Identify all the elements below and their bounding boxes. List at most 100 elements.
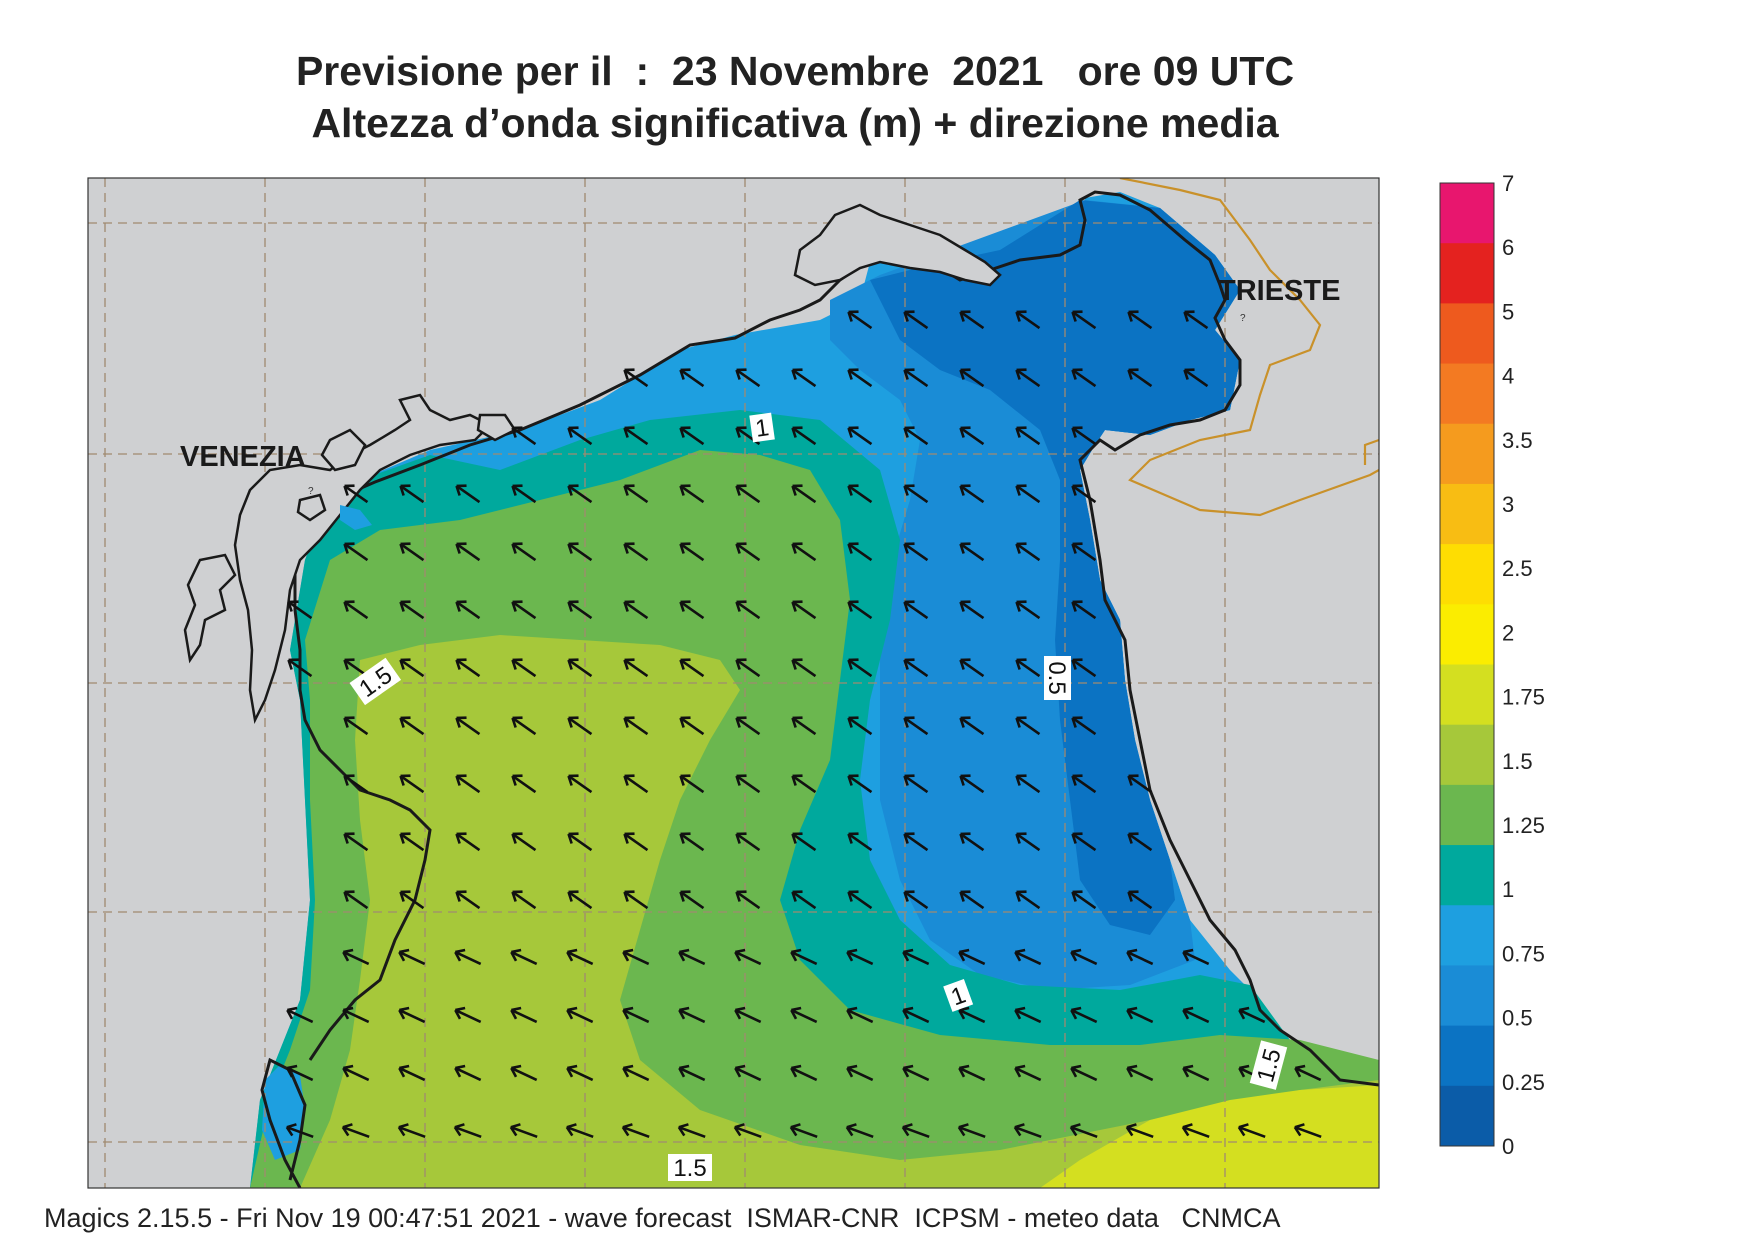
wave-direction-arrow xyxy=(455,716,481,736)
wave-direction-arrow xyxy=(735,368,761,388)
wave-direction-arrow xyxy=(453,1123,482,1139)
wave-direction-arrow xyxy=(678,1006,706,1024)
wave-direction-arrow xyxy=(1237,1123,1266,1139)
wave-direction-arrow xyxy=(1014,1006,1042,1024)
wave-direction-arrow xyxy=(455,484,481,504)
wave-direction-arrow xyxy=(1071,658,1097,678)
wave-direction-arrow xyxy=(1015,542,1041,562)
wave-direction-arrow xyxy=(679,774,705,794)
contour-label: 1.5 xyxy=(668,1154,712,1182)
legend-tick-label: 1 xyxy=(1502,877,1514,902)
wave-direction-arrow xyxy=(623,426,649,446)
wave-direction-arrow xyxy=(735,484,761,504)
wave-direction-arrow xyxy=(959,310,985,330)
wave-direction-arrow xyxy=(511,832,537,852)
wave-direction-arrow xyxy=(903,716,929,736)
wave-direction-arrow xyxy=(847,600,873,620)
wave-direction-arrow xyxy=(679,832,705,852)
wave-direction-arrow xyxy=(343,484,369,504)
legend-tick-label: 3 xyxy=(1502,492,1514,517)
legend-tick-label: 2.5 xyxy=(1502,556,1533,581)
wave-direction-arrow xyxy=(791,426,817,446)
wave-direction-arrow xyxy=(903,484,929,504)
wave-direction-arrow xyxy=(735,832,761,852)
legend-tick-label: 1.25 xyxy=(1502,813,1545,838)
wave-direction-arrow xyxy=(847,658,873,678)
venice-lagoon-water xyxy=(340,505,372,530)
legend-tick-label: 6 xyxy=(1502,235,1514,260)
wave-direction-arrow xyxy=(1015,600,1041,620)
svg-text:0.5: 0.5 xyxy=(1043,661,1070,694)
forecast-subtitle: Altezza d’onda significativa (m) + direz… xyxy=(311,100,1279,146)
wave-direction-arrow xyxy=(902,1006,930,1024)
wave-direction-arrow xyxy=(958,948,986,966)
wave-direction-arrow xyxy=(397,1123,426,1139)
wave-direction-arrow xyxy=(1070,1064,1098,1082)
legend-swatch xyxy=(1440,845,1494,906)
wave-direction-arrow xyxy=(623,716,649,736)
wave-direction-arrow xyxy=(342,1064,370,1082)
wave-direction-arrow xyxy=(679,658,705,678)
wave-direction-arrow xyxy=(399,832,425,852)
graticule xyxy=(88,178,1379,1188)
wave-direction-arrow xyxy=(733,1123,762,1139)
svg-text:1.5: 1.5 xyxy=(673,1155,706,1182)
svg-text:1: 1 xyxy=(754,414,771,443)
wave-direction-arrow xyxy=(1294,1064,1322,1082)
wave-direction-arrow xyxy=(455,658,481,678)
legend-swatch xyxy=(1440,243,1494,304)
wave-direction-arrow xyxy=(343,774,369,794)
wave-direction-arrow xyxy=(847,368,873,388)
legend-swatch xyxy=(1440,724,1494,786)
wave-direction-arrow xyxy=(399,542,425,562)
grado-lagoon xyxy=(793,203,1002,287)
wave-direction-arrow xyxy=(623,658,649,678)
legend-tick-label: 0.25 xyxy=(1502,1070,1545,1095)
wave-direction-arrow xyxy=(959,426,985,446)
wave-direction-arrow xyxy=(791,368,817,388)
wave-direction-arrow xyxy=(1015,890,1041,910)
wave-direction-arrow xyxy=(1015,658,1041,678)
wave-direction-arrow xyxy=(903,426,929,446)
wave-direction-arrow xyxy=(511,658,537,678)
wave-direction-arrow xyxy=(958,1064,986,1082)
legend-swatch xyxy=(1440,965,1494,1027)
wave-direction-arrow xyxy=(1015,368,1041,388)
wave-direction-arrow xyxy=(567,658,593,678)
wave-direction-arrow xyxy=(342,1006,370,1024)
wave-direction-arrow xyxy=(622,1064,650,1082)
wave-direction-arrow xyxy=(1125,1123,1154,1139)
wave-direction-arrow xyxy=(567,832,593,852)
wave-direction-arrow xyxy=(1071,426,1097,446)
wave-direction-arrow xyxy=(623,542,649,562)
wave-direction-arrow xyxy=(342,948,370,966)
wave-direction-arrow xyxy=(511,600,537,620)
wave-direction-arrow xyxy=(735,542,761,562)
wave-direction-arrow xyxy=(455,542,481,562)
wave-direction-arrow xyxy=(343,716,369,736)
wave-direction-arrow xyxy=(567,542,593,562)
wave-direction-arrow xyxy=(791,658,817,678)
legend-tick-label: 3.5 xyxy=(1502,428,1533,453)
wave-direction-arrow xyxy=(510,1064,538,1082)
wave-direction-arrow xyxy=(623,774,649,794)
wave-direction-arrow xyxy=(791,832,817,852)
wave-direction-arrow xyxy=(679,542,705,562)
wave-direction-arrow xyxy=(959,774,985,794)
legend-tick-label: 7 xyxy=(1502,171,1514,196)
wave-direction-arrow xyxy=(959,658,985,678)
legend-swatch xyxy=(1440,1085,1494,1147)
wave-direction-arrow xyxy=(679,368,705,388)
wave-direction-arrow xyxy=(399,774,425,794)
wave-direction-arrow xyxy=(454,1064,482,1082)
wave-direction-arrow xyxy=(791,716,817,736)
wave-direction-arrow xyxy=(1071,832,1097,852)
wave-direction-arrow xyxy=(287,658,313,678)
wave-direction-arrow xyxy=(455,890,481,910)
national-border xyxy=(1119,178,1379,517)
wave-direction-arrow xyxy=(791,484,817,504)
lagoon-south xyxy=(262,1065,305,1160)
wave-direction-arrow xyxy=(959,542,985,562)
wave-direction-arrow xyxy=(511,484,537,504)
wave-direction-arrow xyxy=(1015,716,1041,736)
